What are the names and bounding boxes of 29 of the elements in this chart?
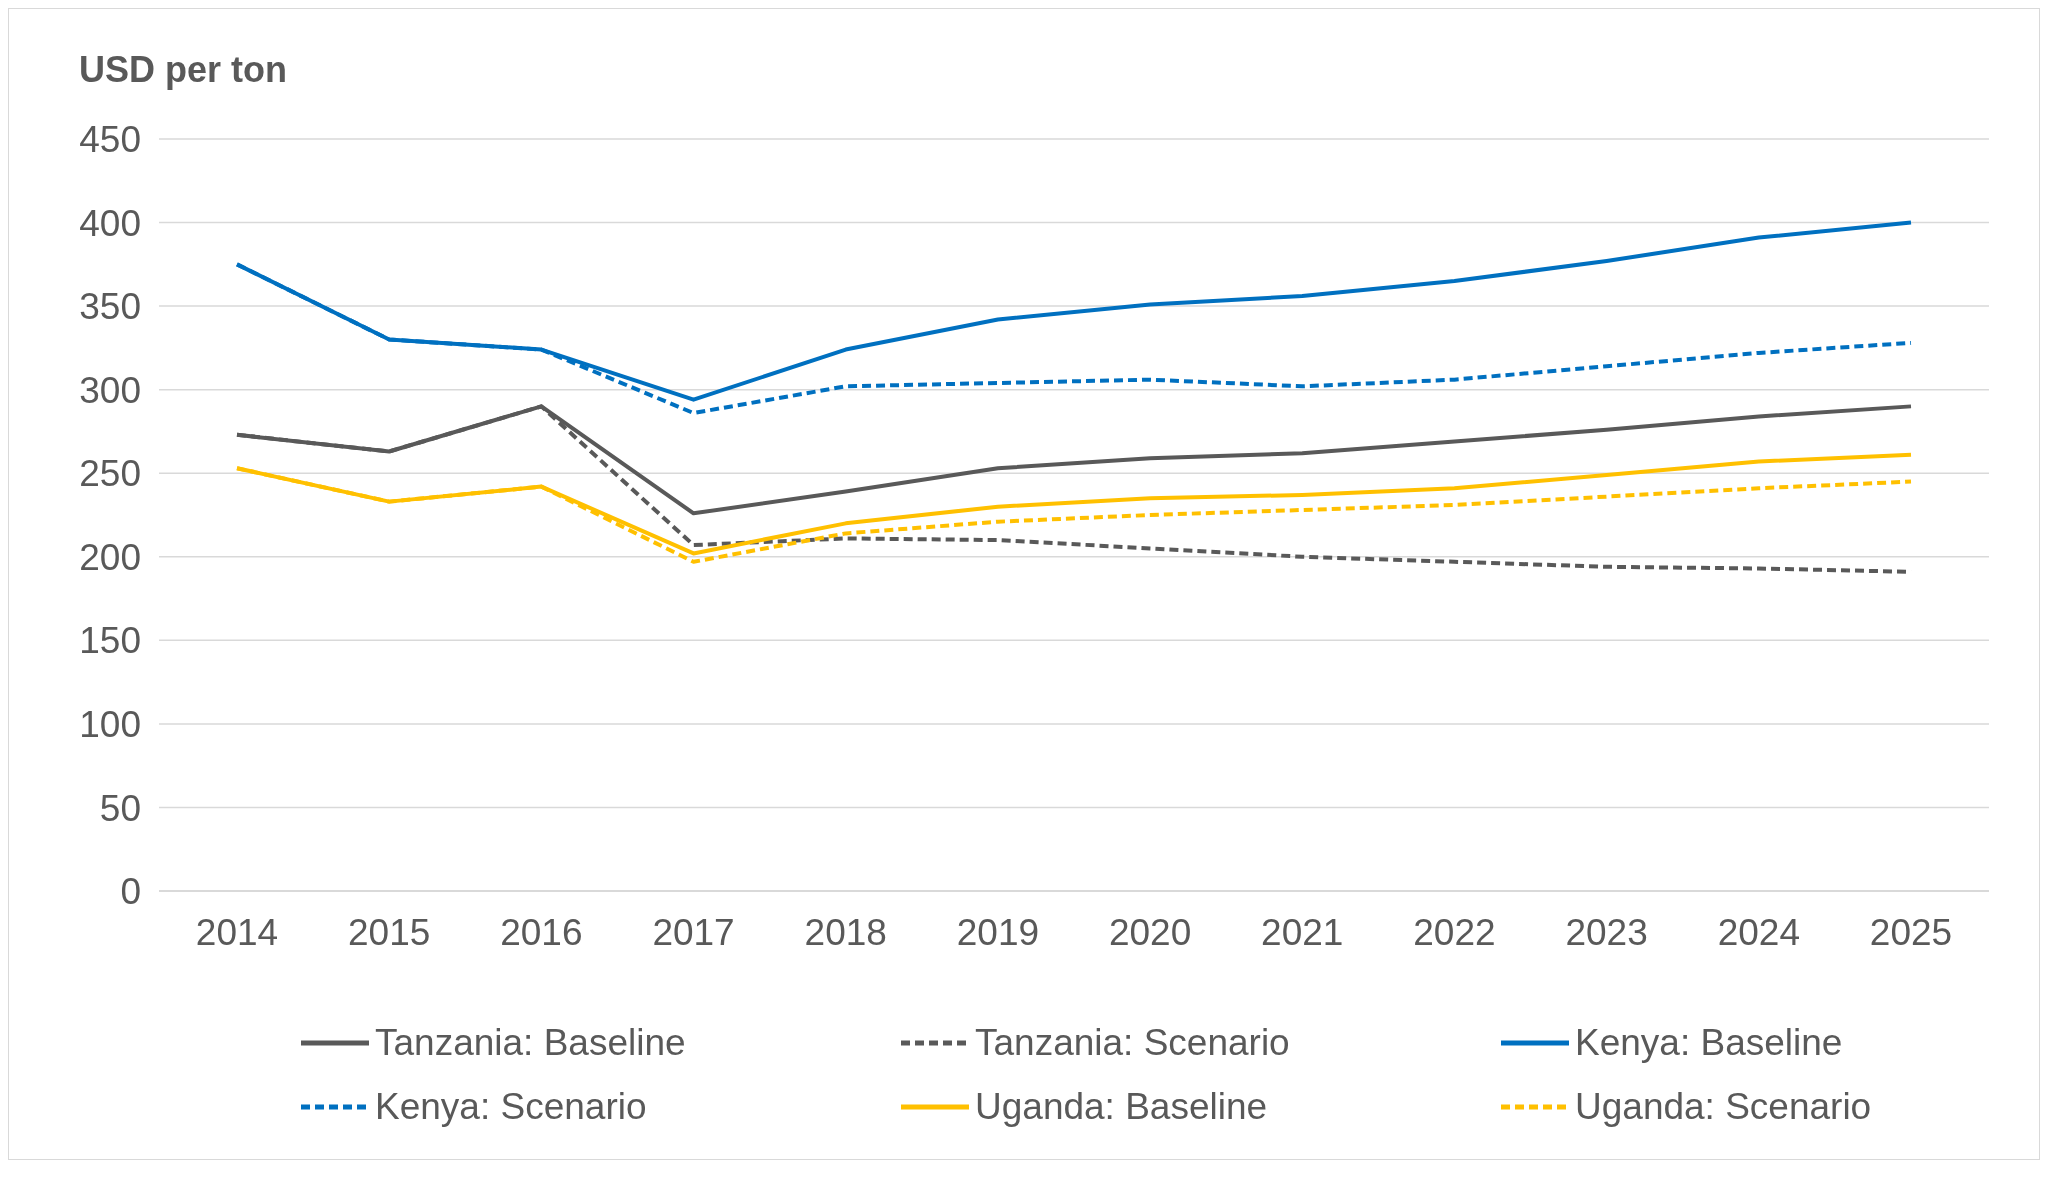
legend-label: Kenya: Scenario	[375, 1085, 647, 1129]
legend-label: Uganda: Scenario	[1575, 1085, 1872, 1129]
x-tick-label: 2017	[652, 912, 735, 954]
x-tick-label: 2020	[1108, 912, 1192, 954]
x-tick-label: 2014	[195, 912, 279, 954]
legend-label: Tanzania: Scenario	[975, 1021, 1290, 1065]
x-tick-label: 2018	[804, 912, 887, 954]
x-tick-label: 2024	[1717, 912, 1800, 954]
y-tick-label: 350	[79, 286, 141, 328]
y-tick-label: 0	[120, 871, 141, 913]
y-tick-label: 200	[79, 536, 141, 578]
y-tick-label: 100	[79, 704, 141, 746]
x-tick-label: 2021	[1261, 912, 1344, 954]
x-tick-label: 2025	[1869, 912, 1953, 954]
y-axis-title: USD per ton	[79, 49, 288, 91]
y-tick-label: 400	[79, 202, 141, 244]
legend-label: Uganda: Baseline	[975, 1085, 1268, 1129]
legend-label: Kenya: Baseline	[1575, 1021, 1843, 1065]
x-tick-label: 2019	[956, 912, 1040, 954]
x-tick-label: 2016	[500, 912, 583, 954]
x-tick-label: 2023	[1565, 912, 1648, 954]
y-tick-label: 450	[79, 119, 141, 161]
y-tick-label: 250	[79, 453, 141, 495]
y-tick-label: 300	[79, 369, 141, 411]
x-tick-label: 2015	[348, 912, 431, 954]
y-tick-label: 50	[99, 787, 141, 829]
y-tick-label: 150	[79, 620, 141, 662]
x-tick-label: 2022	[1413, 912, 1496, 954]
legend-label: Tanzania: Baseline	[375, 1021, 686, 1065]
